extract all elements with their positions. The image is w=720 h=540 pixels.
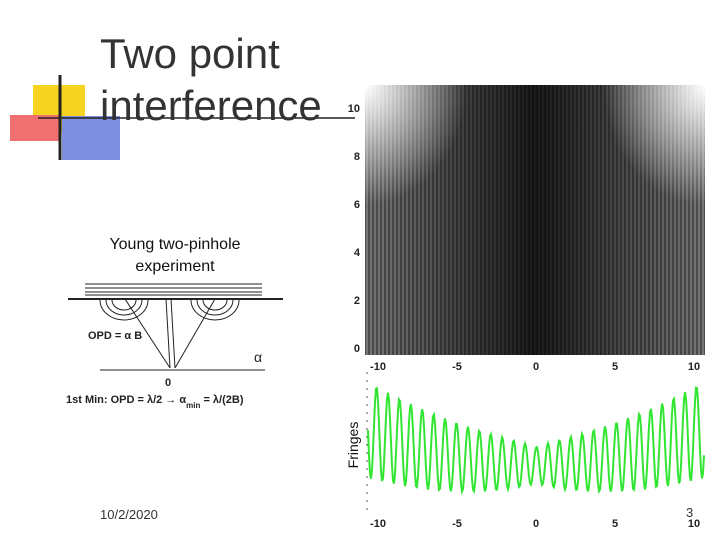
tick-label: 0 <box>533 518 539 530</box>
diagram-label: α <box>254 349 262 365</box>
tick-label: 10 <box>348 103 360 115</box>
diagram-label: 0 <box>165 377 171 389</box>
tick-label: -5 <box>452 361 462 373</box>
tick-label: 5 <box>612 518 618 530</box>
tick-label: 0 <box>533 361 539 373</box>
fringe-curve <box>367 386 705 496</box>
footer-date: 10/2/2020 <box>100 507 158 522</box>
tick-label: 8 <box>354 151 360 163</box>
tick-label: -10 <box>370 361 386 373</box>
diagram-label: OPD = α B <box>88 330 142 342</box>
deco-blue <box>62 116 120 160</box>
diagram <box>68 283 283 371</box>
tick-label: 10 <box>688 518 700 530</box>
ticks: 0 2 4 6 8 10 -10 -5 0 5 10 -10 -5 0 5 10 <box>348 103 700 530</box>
tick-label: 5 <box>612 361 618 373</box>
tick-label: 4 <box>354 247 361 259</box>
tick-label: 6 <box>354 199 360 211</box>
tick-label: 2 <box>354 295 360 307</box>
diagram-label: 1st Min: OPD = λ/2 → αmin = λ/(2B) <box>66 394 244 410</box>
label-part: 1st Min: OPD = λ/2 → α <box>66 394 186 406</box>
deco-red <box>10 115 60 141</box>
caption: Young two-pinhole experiment <box>109 236 241 275</box>
label-part: = λ/(2B) <box>200 394 243 406</box>
page-number: 3 <box>686 505 694 520</box>
tick-label: 10 <box>688 361 700 373</box>
slide-title: Two point interference <box>100 30 322 129</box>
tick-label: 0 <box>354 343 360 355</box>
tick-label: -5 <box>452 518 462 530</box>
tick-label: -10 <box>370 518 386 530</box>
label-part: min <box>186 401 200 410</box>
fringe-image <box>365 85 705 355</box>
axis-label: Fringes <box>345 422 361 469</box>
